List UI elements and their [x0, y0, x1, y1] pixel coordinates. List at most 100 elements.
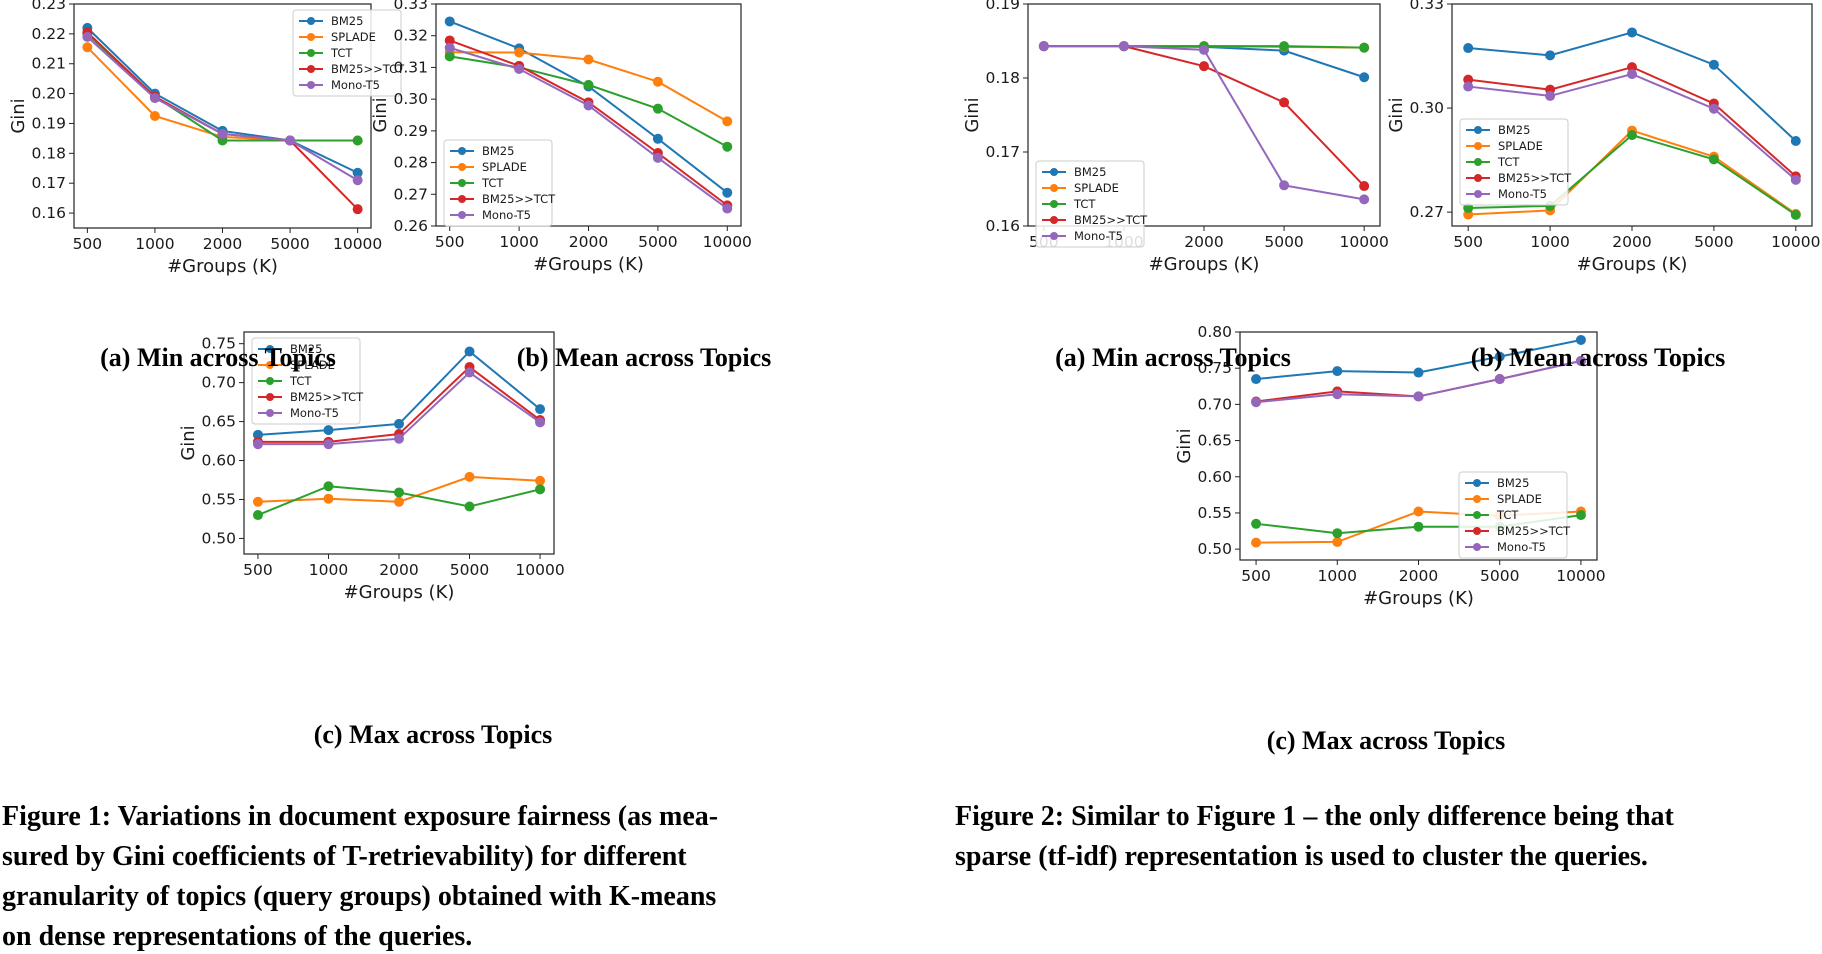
- legend-swatch-marker: [307, 49, 315, 57]
- subcaption-fig1-b: (b) Mean across Topics: [517, 343, 772, 372]
- legend-swatch-marker: [307, 17, 315, 25]
- data-point: [1708, 154, 1719, 165]
- x-tick-label: 500: [1241, 567, 1271, 585]
- y-tick-label: 0.80: [1197, 323, 1232, 341]
- data-point: [535, 417, 546, 428]
- x-tick-label: 500: [1453, 233, 1483, 251]
- y-tick-label: 0.55: [1197, 504, 1232, 522]
- figure-2-caption: Figure 2: Similar to Figure 1 – the only…: [955, 801, 1675, 872]
- data-point: [285, 135, 296, 146]
- x-tick-label: 5000: [1694, 233, 1733, 251]
- data-point: [514, 47, 525, 58]
- subcaption-fig2-a: (a) Min across Topics: [1055, 343, 1291, 372]
- data-point: [1251, 397, 1262, 408]
- data-point: [464, 501, 475, 512]
- legend-swatch-marker: [458, 147, 466, 155]
- x-tick-label: 10000: [333, 235, 382, 253]
- legend-entry: Mono-T5: [331, 78, 380, 92]
- data-point: [1359, 42, 1370, 53]
- y-tick-label: 0.33: [1409, 0, 1444, 13]
- legend-entry: Mono-T5: [1498, 187, 1547, 201]
- x-axis-label: #Groups (K): [1363, 588, 1474, 609]
- x-axis-label: #Groups (K): [1577, 254, 1688, 275]
- data-point: [1545, 90, 1556, 101]
- x-axis-label: #Groups (K): [1149, 254, 1260, 275]
- data-point: [1627, 69, 1637, 80]
- data-point: [149, 93, 160, 104]
- chart-f1c: 500 1000 2000 5000 10000 0.50 0.55 0.60 0.65 0.70…: [178, 331, 565, 603]
- legend-entry: TCT: [330, 46, 353, 60]
- y-axis-label: Gini: [370, 97, 391, 132]
- x-tick-label: 5000: [638, 233, 677, 251]
- legend-entry: TCT: [1496, 508, 1519, 522]
- data-point: [444, 16, 455, 27]
- data-point: [1790, 209, 1801, 220]
- y-axis-label: Gini: [178, 425, 199, 460]
- legend-swatch-marker: [266, 377, 274, 385]
- fig1-caption-line: on dense representations of the queries.: [2, 921, 472, 952]
- figure-1-caption: Figure 1: Variations in document exposur…: [2, 801, 718, 952]
- y-axis-label: Gini: [8, 98, 29, 133]
- legend-swatch-marker: [1474, 142, 1482, 150]
- legend-swatch-marker: [307, 65, 315, 73]
- data-point: [444, 35, 455, 46]
- x-tick-label: 2000: [379, 561, 418, 579]
- data-point: [1251, 537, 1262, 548]
- data-point: [1790, 136, 1801, 147]
- legend-entry: BM25>>TCT: [1497, 524, 1571, 538]
- data-point: [444, 51, 455, 62]
- series-mono-t5: [1038, 41, 1370, 205]
- data-point: [652, 76, 663, 87]
- legend: BM25 SPLADE TCT BM25>>TCT Mono-T5: [1458, 471, 1571, 559]
- data-point: [1413, 521, 1424, 532]
- legend-swatch-marker: [1050, 184, 1058, 192]
- y-tick-label: 0.60: [201, 452, 236, 470]
- data-point: [1575, 355, 1586, 366]
- data-point: [722, 187, 733, 198]
- data-point: [394, 487, 404, 498]
- fig2-caption-line: Figure 2: Similar to Figure 1 – the only…: [955, 801, 1675, 832]
- x-tick-label: 2000: [1184, 233, 1223, 251]
- chart-f2c: 500 1000 2000 5000 10000 0.50 0.55 0.60 0.65 0.70…: [1174, 323, 1606, 609]
- series-mono-t5: [444, 42, 733, 214]
- charts-layer: 500 1000 2000 5000 10000 0.16 0.17 0.18 0.19 0.20…: [8, 0, 1820, 609]
- y-axis-label: Gini: [1174, 428, 1195, 463]
- y-tick-label: 0.23: [31, 0, 66, 13]
- y-tick-label: 0.19: [31, 114, 66, 132]
- data-point: [1251, 374, 1262, 385]
- legend: BM25 SPLADE TCT BM25>>TCT Mono-T5: [292, 9, 405, 97]
- series-bm25-tct: [1463, 62, 1801, 182]
- legend-entry: TCT: [289, 374, 312, 388]
- data-point: [722, 116, 733, 127]
- y-tick-label: 0.22: [31, 25, 66, 43]
- legend-entry: BM25: [1498, 123, 1530, 137]
- data-point: [1627, 130, 1637, 141]
- series-mono-t5: [82, 31, 363, 186]
- data-point: [323, 425, 334, 436]
- data-point: [652, 152, 663, 163]
- legend-swatch-marker: [458, 163, 466, 171]
- legend-entry: SPLADE: [290, 358, 335, 372]
- y-tick-label: 0.65: [1197, 432, 1232, 450]
- x-tick-label: 1000: [1530, 233, 1569, 251]
- chart-f1a: 500 1000 2000 5000 10000 0.16 0.17 0.18 0.19 0.20…: [8, 0, 405, 277]
- series-tct: [252, 481, 546, 521]
- data-point: [583, 54, 594, 65]
- data-point: [652, 103, 663, 114]
- y-tick-label: 0.27: [1409, 203, 1444, 221]
- y-tick-label: 0.28: [393, 154, 428, 172]
- y-tick-label: 0.18: [31, 144, 66, 162]
- legend-swatch-marker: [266, 361, 274, 369]
- legend-box: [1458, 471, 1568, 559]
- data-point: [514, 64, 525, 75]
- data-point: [1332, 389, 1343, 400]
- series-bm25: [1251, 334, 1586, 385]
- legend-entry: BM25>>TCT: [1498, 171, 1572, 185]
- legend: BM25 SPLADE TCT BM25>>TCT Mono-T5: [251, 337, 364, 425]
- legend: BM25 SPLADE TCT BM25>>TCT Mono-T5: [1459, 118, 1572, 206]
- data-point: [1494, 374, 1505, 385]
- x-tick-label: 2000: [203, 235, 242, 253]
- series-tct: [444, 51, 733, 152]
- legend-entry: Mono-T5: [482, 208, 531, 222]
- fig2-caption-line: sparse (tf-idf) representation is used t…: [955, 841, 1648, 872]
